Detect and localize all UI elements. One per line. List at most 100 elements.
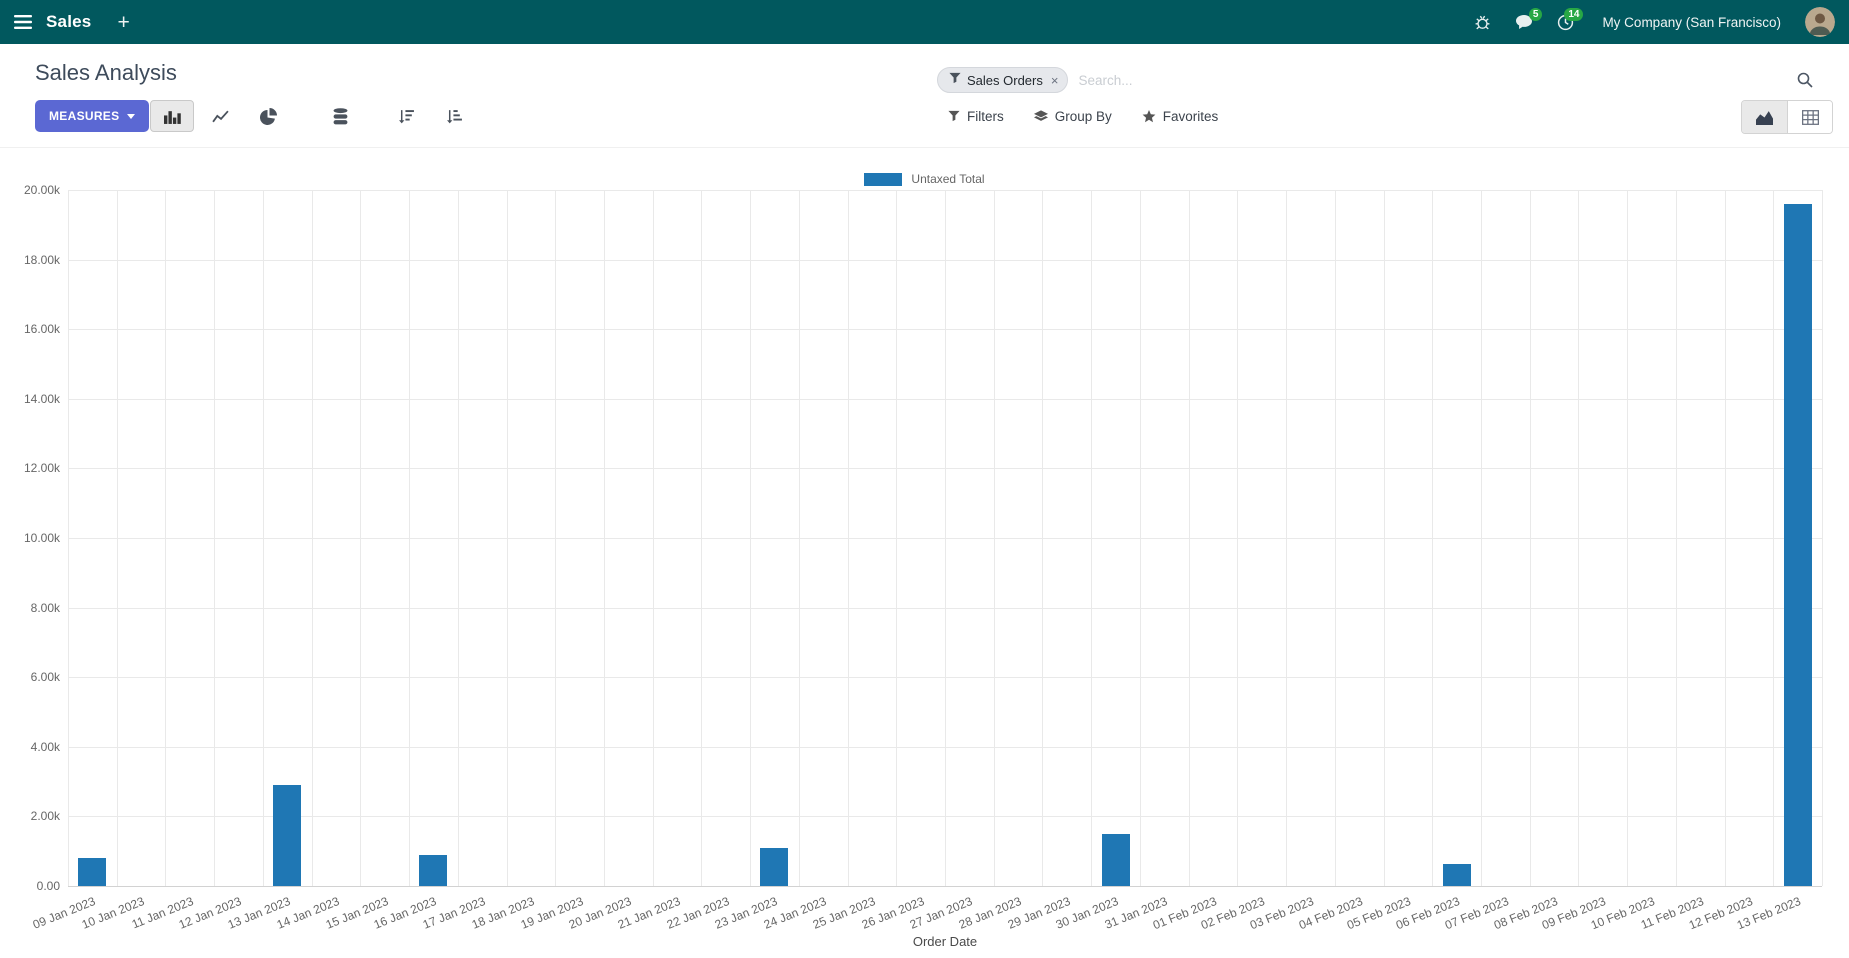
x-gridline <box>945 190 946 886</box>
chart-area: Untaxed Total 0.00 2.00k 4.00k 6.00k 8.00k 10… <box>0 148 1849 958</box>
chart-bar[interactable] <box>760 848 789 886</box>
view-switcher <box>1741 100 1833 134</box>
sort-descending-button[interactable] <box>384 100 428 132</box>
x-gridline <box>701 190 703 886</box>
favorites-label: Favorites <box>1162 108 1219 124</box>
line-chart-button[interactable] <box>198 100 242 132</box>
x-gridline <box>1383 190 1385 886</box>
search-bar: Sales Orders × <box>935 64 1819 96</box>
chart-bar[interactable] <box>273 785 302 886</box>
chart-bar[interactable] <box>1101 833 1130 886</box>
app-name[interactable]: Sales <box>46 12 92 31</box>
star-icon <box>1142 109 1156 123</box>
search-input[interactable] <box>1078 72 1787 88</box>
x-gridline <box>993 190 995 886</box>
x-gridline <box>165 190 167 886</box>
x-gridline <box>1578 190 1580 886</box>
pivot-view-button[interactable] <box>1787 101 1832 133</box>
company-switcher[interactable]: My Company (San Francisco) <box>1602 14 1781 30</box>
chart-bar[interactable] <box>78 858 107 886</box>
y-tick-label: 12.00k <box>23 461 60 476</box>
legend-label: Untaxed Total <box>911 172 985 186</box>
chart-bar[interactable] <box>1783 203 1812 886</box>
filters-label: Filters <box>967 108 1004 124</box>
debug-bug-icon[interactable] <box>1474 14 1491 31</box>
x-gridline <box>262 190 264 886</box>
y-tick-label: 4.00k <box>30 739 60 754</box>
search-facet-sales-orders[interactable]: Sales Orders × <box>937 67 1069 93</box>
legend-item[interactable]: Untaxed Total <box>0 172 1849 186</box>
x-gridline <box>1286 190 1288 886</box>
group-by-label: Group By <box>1054 108 1112 124</box>
filters-menu[interactable]: Filters <box>938 100 1014 132</box>
avatar[interactable] <box>1805 7 1835 37</box>
x-gridline <box>1724 190 1726 886</box>
x-gridline <box>1237 190 1239 886</box>
x-gridline <box>1529 190 1531 886</box>
x-gridline <box>1334 190 1336 886</box>
filter-funnel-icon <box>949 71 961 89</box>
graph-view-button[interactable] <box>1742 101 1787 133</box>
x-gridline <box>116 190 118 886</box>
x-gridline <box>506 190 508 886</box>
x-gridline <box>457 190 459 886</box>
y-tick-label: 16.00k <box>23 322 60 337</box>
x-gridline <box>555 190 557 886</box>
search-facet-label: Sales Orders <box>967 72 1043 88</box>
layers-icon <box>1033 109 1048 123</box>
activities-clock-icon[interactable]: 14 <box>1557 7 1584 31</box>
plot-region: 0.00 2.00k 4.00k 6.00k 8.00k 10.00k 12.00k 14.0… <box>24 183 1823 932</box>
x-gridline <box>1091 190 1093 886</box>
y-tick-label: 2.00k <box>30 809 60 824</box>
top-navbar: Sales + 5 14 My Company (San Francisco) <box>0 0 1849 44</box>
chevron-down-icon <box>127 113 136 119</box>
x-gridline <box>847 190 849 886</box>
y-gridline <box>68 886 1822 887</box>
chart-type-buttons <box>150 100 476 132</box>
search-icon <box>1797 72 1813 88</box>
x-gridline <box>1773 190 1775 886</box>
favorites-menu[interactable]: Favorites <box>1132 100 1229 132</box>
y-tick-label: 14.00k <box>23 391 60 406</box>
y-tick-label: 20.00k <box>23 183 60 197</box>
bar-chart-button[interactable] <box>150 100 194 132</box>
navbar-systray: 5 14 My Company (San Francisco) <box>1474 7 1835 37</box>
x-gridline <box>1042 190 1044 886</box>
x-gridline <box>409 190 411 886</box>
measures-label: MEASURES <box>49 109 120 123</box>
messages-icon[interactable]: 5 <box>1515 8 1543 30</box>
filter-funnel-icon <box>948 110 960 122</box>
x-gridline <box>1627 190 1629 886</box>
x-gridline <box>1675 190 1677 886</box>
x-gridline <box>603 190 605 886</box>
y-tick-label: 8.00k <box>30 600 60 615</box>
control-panel: Sales Analysis Sales Orders × MEASURES <box>0 44 1849 148</box>
measures-button[interactable]: MEASURES <box>35 100 150 132</box>
sort-ascending-button[interactable] <box>432 100 476 132</box>
chart-bar[interactable] <box>419 854 448 886</box>
x-gridline <box>798 190 800 886</box>
x-gridline <box>1188 190 1190 886</box>
y-tick-label: 0.00 <box>36 879 60 893</box>
page-title: Sales Analysis <box>35 60 177 85</box>
messages-count-badge: 5 <box>1528 8 1543 21</box>
apps-menu-icon[interactable] <box>14 15 32 29</box>
legend-swatch <box>864 172 903 186</box>
facet-remove-icon[interactable]: × <box>1050 72 1059 88</box>
x-gridline <box>652 190 654 886</box>
x-axis-title: Order Date <box>912 934 978 949</box>
search-options: Filters Group By Favorites <box>938 100 1228 132</box>
activities-count-badge: 14 <box>1564 7 1584 21</box>
new-record-plus-button[interactable]: + <box>117 10 130 34</box>
x-gridline <box>896 190 898 886</box>
stacked-toggle-button[interactable] <box>318 100 362 132</box>
x-gridline <box>750 190 752 886</box>
pie-chart-button[interactable] <box>246 100 290 132</box>
x-gridline <box>1822 190 1823 886</box>
group-by-menu[interactable]: Group By <box>1024 100 1122 132</box>
navbar-left: Sales + <box>14 12 130 33</box>
x-gridline <box>360 190 362 886</box>
x-gridline <box>1139 190 1141 886</box>
x-gridline <box>311 190 313 886</box>
chart-bar[interactable] <box>1442 864 1471 886</box>
